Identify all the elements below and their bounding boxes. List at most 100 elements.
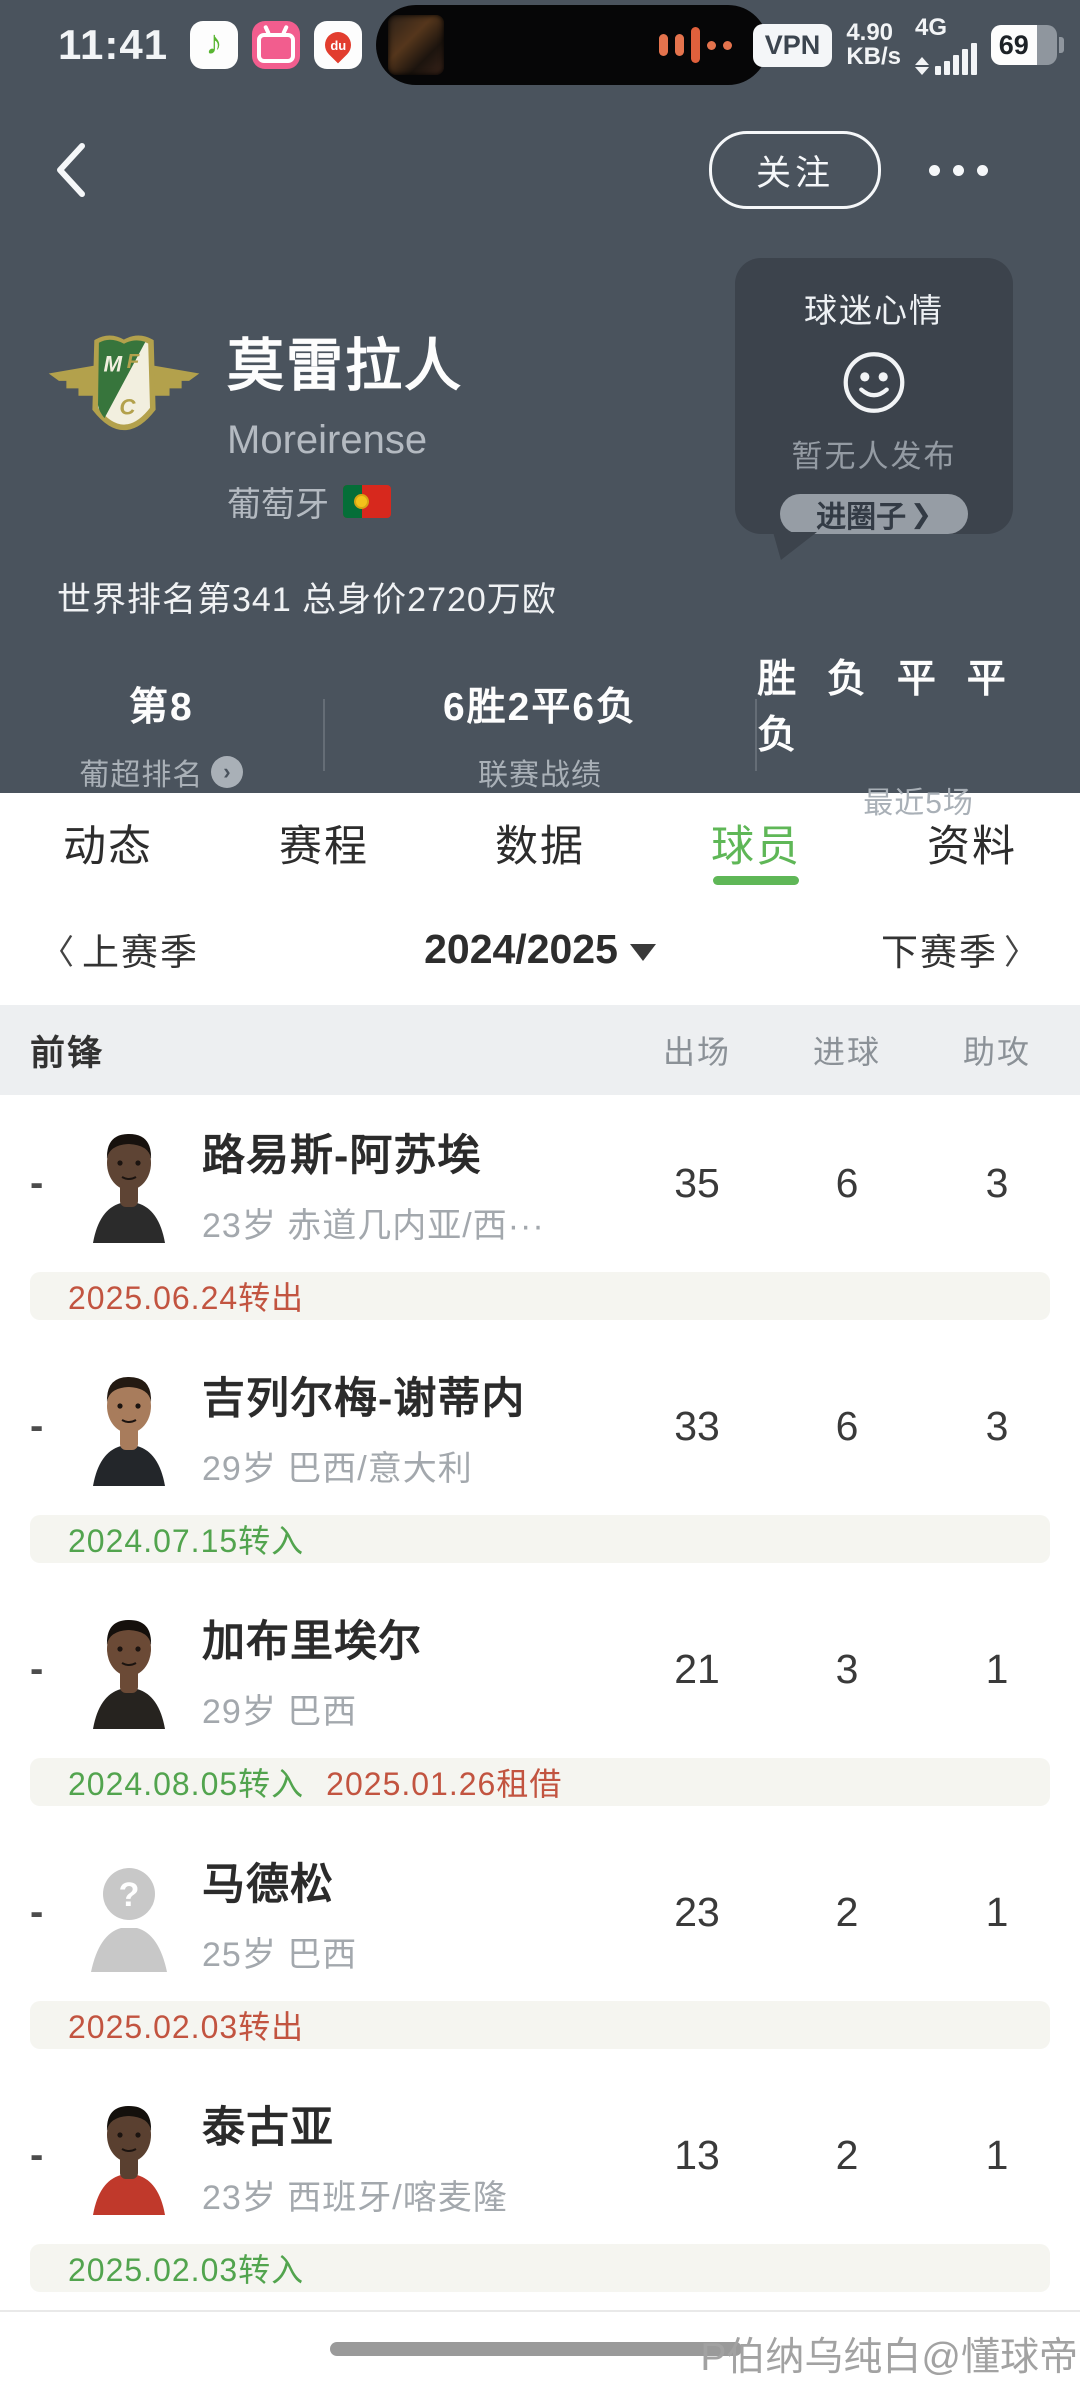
fan-mood-card[interactable]: 球迷心情 暂无人发布 进圈子 ❯ <box>735 258 1013 560</box>
tab-ziliao[interactable]: 资料 <box>927 823 1017 871</box>
chevron-right-icon: 〉 <box>1004 933 1040 972</box>
next-season-button[interactable]: 下赛季 〉 <box>881 922 1040 976</box>
column-goals: 进球 <box>812 1034 881 1070</box>
team-crest-logo: M F C <box>48 335 200 431</box>
goals-value: 6 <box>835 1403 859 1449</box>
status-indicators: VPN 4.90 KB/s 4G 69 <box>752 0 1064 90</box>
fan-mood-title: 球迷心情 <box>804 292 944 329</box>
team-quick-stats: 第8 葡超排名 › 6胜2平6负 联赛战绩 胜 负 平 平 负 最近5场 <box>0 648 1080 822</box>
prev-season-button[interactable]: 〈 上赛季 <box>40 922 199 976</box>
player-row[interactable]: - ? 马德松 25岁 巴西 23 2 1 2025.02.03转出 <box>0 1824 1080 2067</box>
divider <box>322 699 325 771</box>
player-age-nationality: 29岁 巴西/意大利 <box>202 1449 473 1488</box>
transfer-note: 2025.02.03转入 <box>68 2252 305 2288</box>
position-group-header: 前锋 出场 进球 助攻 <box>0 1005 1080 1095</box>
notification-app-icons: ♪ du <box>190 21 363 69</box>
player-avatar <box>78 1611 180 1729</box>
transfer-note: 2024.08.05转入 <box>68 1766 305 1802</box>
player-row[interactable]: - 路易斯-阿苏埃 23岁 赤道几内亚/西··· 35 6 3 2025.06.… <box>0 1095 1080 1338</box>
goals-value: 3 <box>835 1646 859 1692</box>
transfer-note-strip: 2025.06.24转出 <box>30 1272 1050 1320</box>
season-selector: 〈 上赛季 2024/2025 下赛季 〉 <box>0 893 1080 1005</box>
season-dropdown[interactable]: 2024/2025 <box>199 926 881 973</box>
portugal-flag-icon <box>343 485 391 518</box>
assists-value: 3 <box>985 1403 1009 1449</box>
assists-value: 1 <box>985 2132 1009 2178</box>
rank-dash: - <box>30 1890 44 1934</box>
transfer-note-strip: 2025.02.03转入 <box>30 2244 1050 2292</box>
column-appearances: 出场 <box>662 1034 731 1070</box>
goals-value: 2 <box>835 1889 859 1935</box>
tab-qiuyuan[interactable]: 球员 <box>648 793 864 893</box>
player-avatar <box>78 1125 180 1243</box>
appearances-value: 21 <box>674 1646 720 1692</box>
player-name: 路易斯-阿苏埃 <box>202 1131 482 1180</box>
navigation-bar: 关注 <box>0 90 1080 250</box>
data-arrows-icon <box>915 56 929 75</box>
page-footer: P伯纳乌纯白@懂球帝 <box>0 2310 1080 2379</box>
clock: 11:41 <box>58 21 169 68</box>
cellular-indicator: 4G <box>915 15 977 75</box>
more-options-icon[interactable] <box>929 164 988 176</box>
team-header-panel: 11:41 ♪ du VPN 4.90 KB/s 4G <box>0 0 1080 820</box>
assists-value: 3 <box>985 1160 1009 1206</box>
player-name: 加布里埃尔 <box>202 1617 422 1666</box>
tab-saicheng[interactable]: 赛程 <box>279 823 369 871</box>
follow-button[interactable]: 关注 <box>709 131 881 209</box>
appearances-value: 33 <box>674 1403 720 1449</box>
player-avatar <box>78 1368 180 1486</box>
album-art-thumbnail <box>388 15 445 75</box>
player-row[interactable]: - 泰古亚 23岁 西班牙/喀麦隆 13 2 1 2025.02.03转入 <box>0 2067 1080 2310</box>
transfer-note: 2025.01.26租借 <box>326 1766 563 1802</box>
rank-dash: - <box>30 1647 44 1691</box>
appearances-value: 23 <box>674 1889 720 1935</box>
svg-text:F: F <box>127 350 140 373</box>
player-avatar: ? <box>78 1854 180 1972</box>
player-row[interactable]: - 吉列尔梅-谢蒂内 29岁 巴西/意大利 33 6 3 2024.07.15转… <box>0 1338 1080 1581</box>
tab-shuju[interactable]: 数据 <box>495 823 585 871</box>
group-title: 前锋 <box>30 1033 105 1073</box>
team-country: 葡萄牙 <box>227 477 463 526</box>
player-name: 马德松 <box>202 1860 334 1909</box>
enter-circle-button[interactable]: 进圈子 ❯ <box>780 494 968 534</box>
transfer-note-strip: 2024.07.15转入 <box>30 1515 1050 1563</box>
player-age-nationality: 23岁 赤道几内亚/西··· <box>202 1206 545 1245</box>
baidu-maps-icon: du <box>314 21 363 69</box>
player-age-nationality: 23岁 西班牙/喀麦隆 <box>202 2178 508 2217</box>
team-name-english: Moreirense <box>227 418 428 462</box>
league-rank-stat[interactable]: 第8 葡超排名 › <box>0 676 323 794</box>
player-age-nationality: 25岁 巴西 <box>202 1935 358 1974</box>
back-icon[interactable] <box>52 142 92 198</box>
divider <box>755 699 758 771</box>
network-speed: 4.90 KB/s <box>846 18 901 70</box>
player-age-nationality: 29岁 巴西 <box>202 1692 358 1731</box>
transfer-note-strip: 2025.02.03转出 <box>30 2001 1050 2049</box>
smiley-face-icon <box>843 352 905 413</box>
chevron-left-icon: 〈 <box>40 933 76 972</box>
rank-dash: - <box>30 2133 44 2177</box>
battery-indicator: 69 <box>991 25 1064 65</box>
appearances-value: 13 <box>674 2132 720 2178</box>
goals-value: 2 <box>835 2132 859 2178</box>
transfer-note-strip: 2024.08.05转入 2025.01.26租借 <box>30 1758 1050 1806</box>
watermark-text: P伯纳乌纯白@懂球帝 <box>700 2336 1078 2379</box>
assists-value: 1 <box>985 1646 1009 1692</box>
league-record-stat: 6胜2平6负 联赛战绩 <box>442 686 638 792</box>
rank-dash: - <box>30 1161 44 1205</box>
chevron-circle-icon: › <box>211 756 244 788</box>
tab-dongtai[interactable]: 动态 <box>63 823 153 871</box>
assists-value: 1 <box>985 1889 1009 1935</box>
speech-bubble-tail <box>773 532 817 560</box>
vpn-badge: VPN <box>752 23 833 67</box>
recent-form-stat: 胜 负 平 平 负 最近5场 <box>757 658 1016 820</box>
active-tab-underline <box>713 876 799 885</box>
world-rank-line: 世界排名第341 总身价2720万欧 <box>57 581 557 619</box>
home-indicator-bar[interactable] <box>330 2342 742 2356</box>
media-capsule[interactable] <box>376 5 769 85</box>
player-list: - 路易斯-阿苏埃 23岁 赤道几内亚/西··· 35 6 3 2025.06.… <box>0 1095 1080 2310</box>
svg-text:C: C <box>119 394 136 419</box>
transfer-note: 2025.02.03转出 <box>68 2009 305 2045</box>
player-name: 吉列尔梅-谢蒂内 <box>202 1374 526 1423</box>
section-tab-bar: 动态 赛程 数据 球员 资料 <box>0 793 1080 893</box>
player-row[interactable]: - 加布里埃尔 29岁 巴西 21 3 1 2024.08.05转入 2025.0… <box>0 1581 1080 1824</box>
